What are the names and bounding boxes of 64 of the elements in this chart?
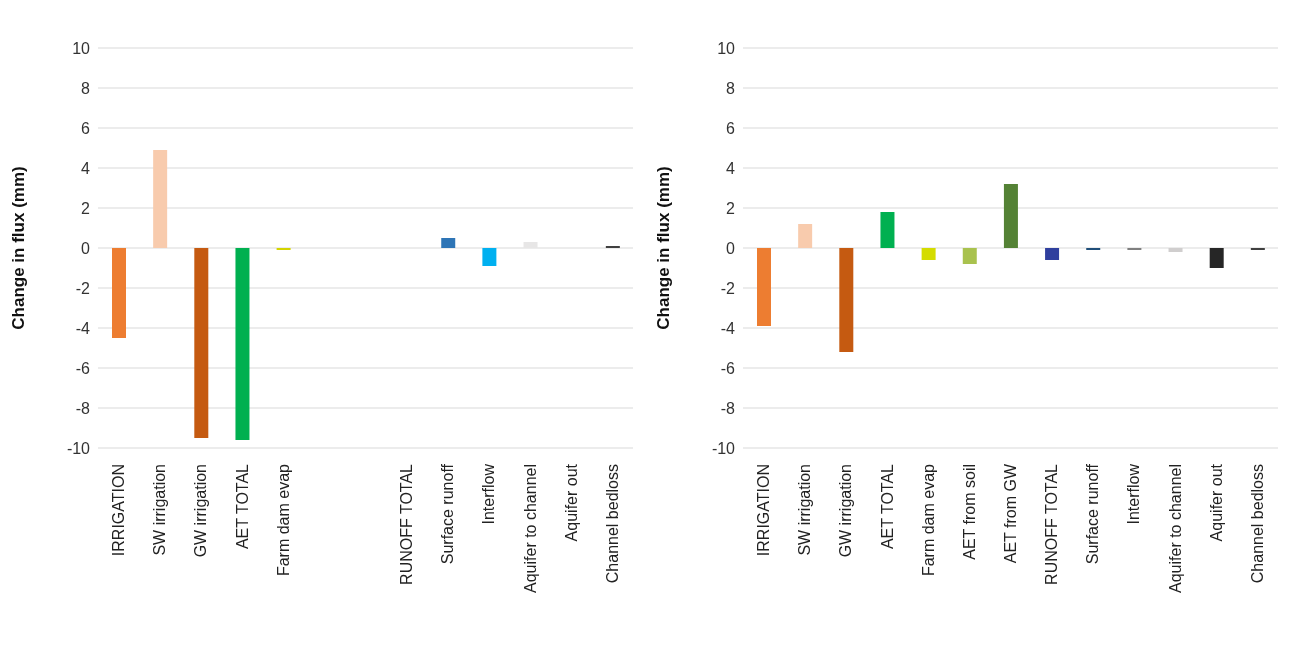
bar [880, 212, 895, 248]
x-tick-label: Surface runoff [439, 463, 457, 565]
x-tick-label: Surface runoff [1084, 463, 1102, 565]
bar [798, 224, 813, 248]
x-tick-label: SW irrigation [796, 464, 814, 556]
y-tick-label: 2 [81, 199, 91, 217]
y-tick-label: -2 [720, 279, 736, 297]
y-tick-label: 10 [72, 39, 91, 57]
y-tick-label: 4 [81, 159, 91, 177]
y-tick-label: 6 [726, 119, 736, 137]
x-tick-label: AET from soil [960, 464, 978, 560]
bar [523, 242, 538, 248]
x-tick-label: IRRIGATION [755, 464, 773, 557]
x-tick-label: Interflow [1125, 463, 1143, 525]
y-axis-title: Change in flux (mm) [654, 166, 674, 330]
y-tick-label: -6 [75, 359, 91, 377]
y-tick-label: 6 [81, 119, 91, 137]
x-tick-label: SW irrigation [151, 464, 169, 556]
y-tick-label: 0 [726, 239, 736, 257]
bar [962, 248, 977, 264]
bar [757, 248, 771, 326]
bar [235, 248, 250, 440]
y-tick-label: -2 [75, 279, 91, 297]
y-tick-label: 4 [726, 159, 736, 177]
x-tick-label: GW irrigation [192, 464, 210, 558]
y-tick-label: 8 [81, 79, 91, 97]
y-tick-label: -10 [711, 439, 736, 457]
bar [921, 248, 936, 260]
bar [1045, 248, 1060, 260]
x-tick-label: Interflow [480, 463, 498, 525]
x-tick-label: IRRIGATION [110, 464, 128, 557]
y-tick-label: 8 [726, 79, 736, 97]
y-tick-label: 0 [81, 239, 91, 257]
y-tick-label: 2 [726, 199, 736, 217]
x-tick-label: GW irrigation [837, 464, 855, 558]
x-tick-label: Farm dam evap [274, 463, 292, 577]
y-tick-label: -8 [720, 399, 736, 417]
y-tick-label: -4 [75, 319, 91, 337]
y-tick-label: -6 [720, 359, 736, 377]
bar [441, 238, 456, 248]
bar [1209, 248, 1224, 268]
y-axis-title: Change in flux (mm) [9, 166, 29, 330]
x-tick-label: RUNOFF TOTAL [1043, 463, 1061, 585]
x-tick-label: AET TOTAL [233, 463, 251, 550]
y-tick-label: -8 [75, 399, 91, 417]
x-tick-label: AET from GW [1002, 463, 1019, 564]
bar [153, 150, 168, 248]
bar [1003, 184, 1018, 248]
y-tick-label: -4 [720, 319, 736, 337]
bar [112, 248, 126, 338]
bar [482, 248, 497, 266]
x-tick-label: Channel bedloss [1248, 464, 1266, 584]
x-tick-label: Farm dam evap [919, 463, 937, 577]
x-tick-label: RUNOFF TOTAL [398, 463, 416, 585]
x-tick-label: Aquifer out [562, 463, 580, 542]
x-tick-label: Channel bedloss [603, 464, 621, 584]
bar [194, 248, 209, 438]
y-tick-label: -10 [66, 439, 91, 457]
x-tick-label: AET TOTAL [878, 463, 896, 550]
bar [839, 248, 854, 352]
x-tick-label: Aquifer out [1207, 463, 1225, 542]
x-tick-label: Aquifer to channel [521, 464, 539, 593]
x-tick-label: Aquifer to channel [1166, 464, 1184, 593]
y-tick-label: 10 [717, 39, 736, 57]
